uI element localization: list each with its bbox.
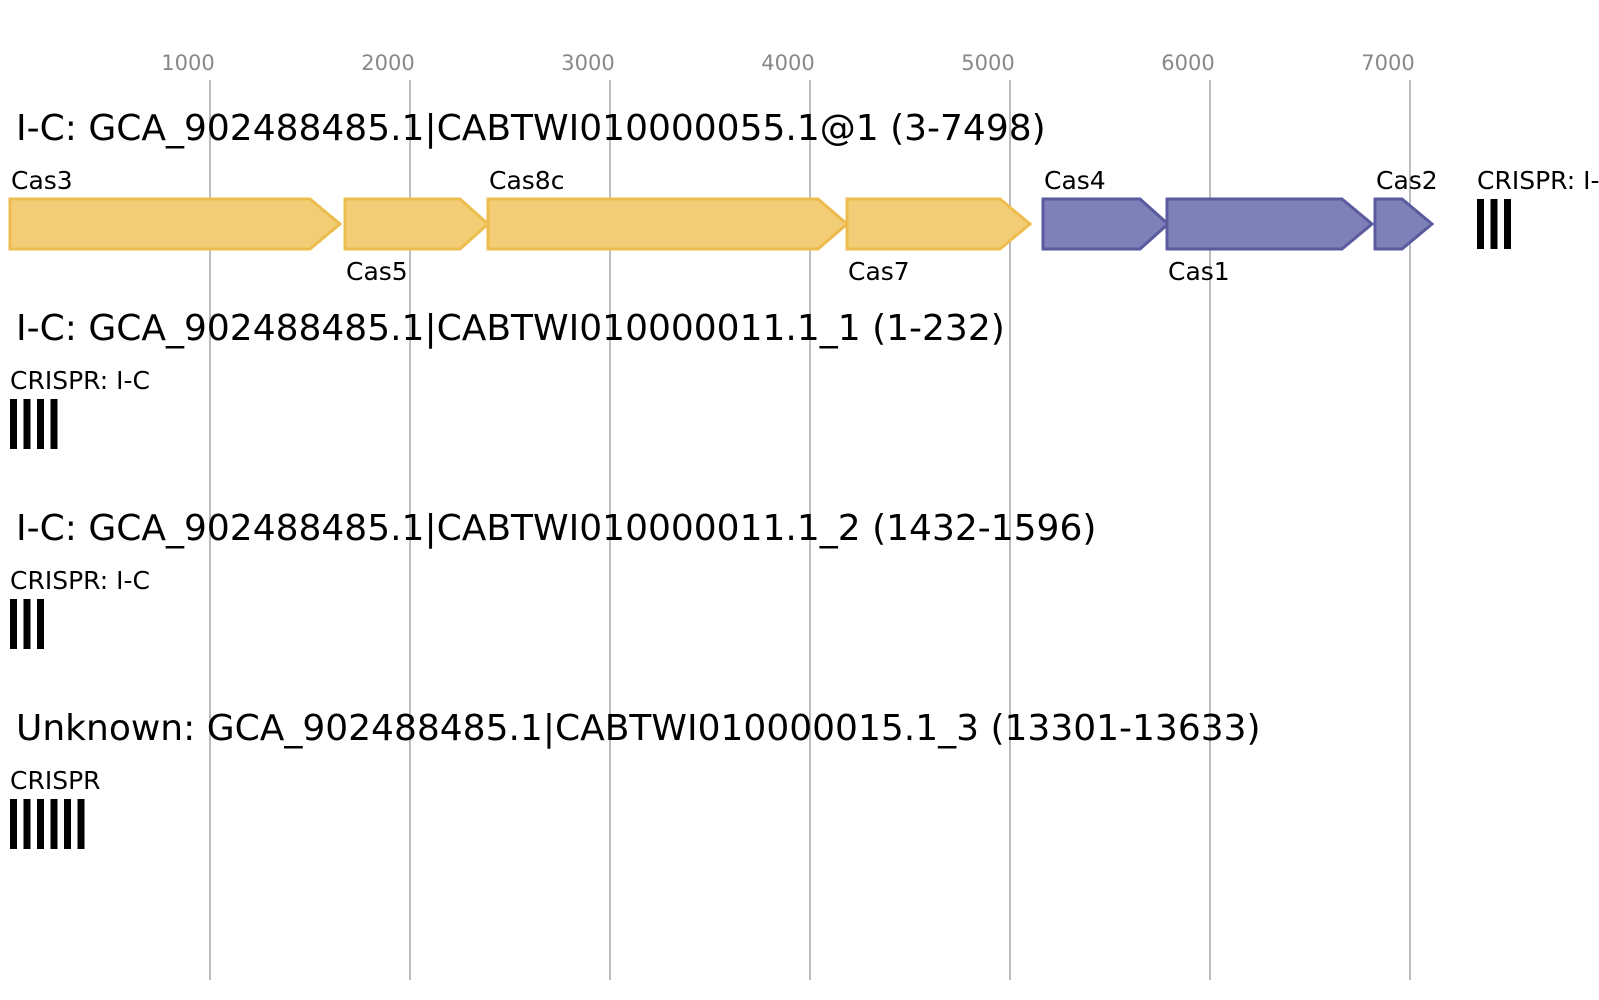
tick-label-7000: 7000 xyxy=(1361,51,1414,75)
track-title: I-C: GCA_902488485.1|CABTWI010000055.1@1… xyxy=(16,108,1046,149)
crispr-label: CRISPR: I-C xyxy=(10,566,150,595)
locus-track: I-C: GCA_902488485.1|CABTWI010000055.1@1… xyxy=(8,108,1599,286)
locus-tracks: I-C: GCA_902488485.1|CABTWI010000055.1@1… xyxy=(8,108,1599,849)
gene-arrow-cas2 xyxy=(1373,197,1435,251)
track-title: I-C: GCA_902488485.1|CABTWI010000011.1_2… xyxy=(16,508,1096,549)
gene-label-cas8c: Cas8c xyxy=(489,166,564,195)
gene-label-cas2: Cas2 xyxy=(1376,166,1438,195)
crispr-repeat-bar xyxy=(37,799,44,849)
gene-arrow-cas1 xyxy=(1165,197,1375,251)
crispr-repeat-bar xyxy=(1477,199,1484,249)
tick-label-3000: 3000 xyxy=(561,51,614,75)
gene-arrow-cas3 xyxy=(8,197,343,251)
crispr-repeat-bar xyxy=(23,799,31,849)
gene-label-cas1: Cas1 xyxy=(1168,257,1230,286)
locus-track: Unknown: GCA_902488485.1|CABTWI010000015… xyxy=(10,708,1261,849)
gene-arrow-cas5 xyxy=(343,197,491,251)
crispr-label: CRISPR xyxy=(10,766,101,795)
crispr-repeat-bar xyxy=(64,799,71,849)
crispr-repeat-bar xyxy=(37,399,44,449)
crispr-repeat-bar xyxy=(10,399,17,449)
crispr-label: CRISPR: I-C xyxy=(10,366,150,395)
gene-arrow-cas4 xyxy=(1041,197,1171,251)
crispr-repeat-bar xyxy=(77,799,85,849)
crispr-repeat-bar xyxy=(10,599,17,649)
tick-label-5000: 5000 xyxy=(961,51,1014,75)
tick-label-4000: 4000 xyxy=(761,51,814,75)
crispr-repeat-bar xyxy=(50,799,58,849)
tick-label-6000: 6000 xyxy=(1161,51,1214,75)
crispr-repeat-bar xyxy=(1504,199,1511,249)
crispr-repeat-bar xyxy=(1490,199,1498,249)
tick-label-1000: 1000 xyxy=(161,51,214,75)
track-title: Unknown: GCA_902488485.1|CABTWI010000015… xyxy=(16,708,1261,749)
gene-arrow-cas8c xyxy=(486,197,850,251)
crispr-repeat-bar xyxy=(10,799,17,849)
crispr-repeat-bar xyxy=(23,399,31,449)
crispr-repeat-bar xyxy=(23,599,31,649)
gene-label-cas3: Cas3 xyxy=(11,166,73,195)
gene-label-cas7: Cas7 xyxy=(848,257,910,286)
track-title: I-C: GCA_902488485.1|CABTWI010000011.1_1… xyxy=(16,308,1005,349)
gene-label-cas5: Cas5 xyxy=(346,257,408,286)
gene-label-cas4: Cas4 xyxy=(1044,166,1106,195)
tick-label-2000: 2000 xyxy=(361,51,414,75)
locus-track: I-C: GCA_902488485.1|CABTWI010000011.1_2… xyxy=(10,508,1096,649)
crispr-repeat-bar xyxy=(50,399,58,449)
locus-track: I-C: GCA_902488485.1|CABTWI010000011.1_1… xyxy=(10,308,1005,449)
gene-arrow-cas7 xyxy=(845,197,1033,251)
crispr-repeat-bar xyxy=(37,599,44,649)
axis-ticks: 1000 2000 3000 4000 5000 6000 7000 xyxy=(161,51,1414,75)
crispr-label: CRISPR: I-C xyxy=(1477,166,1599,195)
